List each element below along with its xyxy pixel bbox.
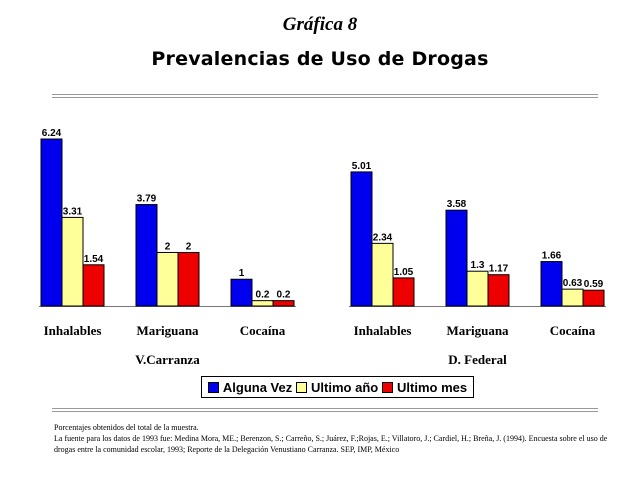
footnote-line-1: Porcentajes obtenidos del total de la mu… [54,423,199,432]
bar-d-federal-inhalables-ultimo-ano [371,242,394,307]
category-label-v-carranza-mariguana: Mariguana [136,323,199,338]
data-label-d-federal-cocaina-alguna-vez: 1.66 [542,251,562,262]
category-label-v-carranza-inhalables: Inhalables [44,323,102,338]
legend-item-ultimo-mes: Ultimo mes [382,380,467,395]
category-label-d-federal-mariguana: Mariguana [446,323,509,338]
bottom-rule-1 [52,408,598,409]
data-label-v-carranza-mariguana-alguna-vez: 3.79 [137,194,157,205]
footnote: Porcentajes obtenidos del total de la mu… [54,422,624,455]
data-label-d-federal-inhalables-alguna-vez: 5.01 [352,161,372,172]
bar-v-carranza-cocaina-alguna-vez [230,278,253,307]
data-label-v-carranza-cocaina-alguna-vez: 1 [239,268,245,279]
bar-chart: 6.24 3.31 1.54 Inhalables 3.79 2 2 Mariguana 1 0.… [39,128,606,367]
bar-d-federal-cocaina-ultimo-mes [582,289,605,307]
data-label-v-carranza-inhalables-alguna-vez: 6.24 [42,128,62,139]
data-label-v-carranza-mariguana-ultimo-mes: 2 [186,241,192,252]
group-label-v-carranza: V.Carranza [135,352,200,367]
bar-d-federal-mariguana-ultimo-ano [466,270,489,307]
legend-item-ultimo-anio: Ultimo año [296,380,378,395]
bar-v-carranza-mariguana-ultimo-mes [177,251,200,307]
bar-d-federal-inhalables-alguna-vez [350,171,373,307]
top-rule-1 [52,94,598,95]
bar-d-federal-mariguana-ultimo-mes [487,274,510,307]
bar-d-federal-cocaina-ultimo-ano [561,288,584,307]
bar-v-carranza-cocaina-ultimo-mes [272,300,295,307]
data-label-v-carranza-cocaina-ultimo-mes: 0.2 [277,290,291,301]
bar-d-federal-inhalables-ultimo-mes [392,277,415,307]
footnote-line-2: La fuente para los datos de 1993 fue: Me… [54,434,608,454]
legend-label-ultimo-anio: Ultimo año [311,379,379,395]
data-label-v-carranza-cocaina-ultimo-ano: 0.2 [256,290,270,301]
data-label-d-federal-mariguana-ultimo-mes: 1.17 [489,264,509,275]
group-label-d-federal: D. Federal [448,352,507,367]
bottom-rule-2 [52,411,598,412]
data-label-d-federal-mariguana-alguna-vez: 3.58 [447,199,467,210]
data-label-d-federal-mariguana-ultimo-ano: 1.3 [471,260,485,271]
legend-swatch-ultimo-anio [296,381,308,393]
chart-title: Prevalencias de Uso de Drogas [151,48,489,70]
legend-label-alguna-vez: Alguna Vez [222,379,293,395]
bar-v-carranza-inhalables-alguna-vez [40,138,63,307]
legend-item-alguna-vez: Alguna Vez [207,379,293,395]
category-label-d-federal-cocaina: Cocaína [550,323,596,338]
bar-v-carranza-inhalables-ultimo-ano [61,216,84,307]
data-label-v-carranza-inhalables-ultimo-mes: 1.54 [84,254,104,265]
chart-legend: Alguna Vez Ultimo año Ultimo mes [201,376,474,398]
bar-v-carranza-inhalables-ultimo-mes [82,264,105,307]
chart-supertitle: Gráfica 8 [282,14,358,35]
bar-d-federal-cocaina-alguna-vez [540,261,563,307]
legend-swatch-ultimo-mes [382,381,394,393]
data-label-v-carranza-inhalables-ultimo-ano: 3.31 [63,206,83,217]
bar-v-carranza-mariguana-ultimo-ano [156,251,179,307]
data-label-d-federal-inhalables-ultimo-ano: 2.34 [373,232,393,243]
bar-d-federal-mariguana-alguna-vez [445,209,468,307]
data-label-v-carranza-mariguana-ultimo-ano: 2 [165,241,171,252]
legend-swatch-alguna-vez [207,381,219,393]
bar-v-carranza-cocaina-ultimo-ano [251,300,274,307]
legend-label-ultimo-mes: Ultimo mes [397,379,468,395]
data-label-d-federal-inhalables-ultimo-mes: 1.05 [394,267,414,278]
top-rule-2 [52,97,598,98]
category-label-d-federal-inhalables: Inhalables [354,323,412,338]
data-label-d-federal-cocaina-ultimo-mes: 0.59 [584,279,604,290]
bar-v-carranza-mariguana-alguna-vez [135,204,158,307]
data-label-d-federal-cocaina-ultimo-ano: 0.63 [563,278,583,289]
category-label-v-carranza-cocaina: Cocaína [240,323,286,338]
